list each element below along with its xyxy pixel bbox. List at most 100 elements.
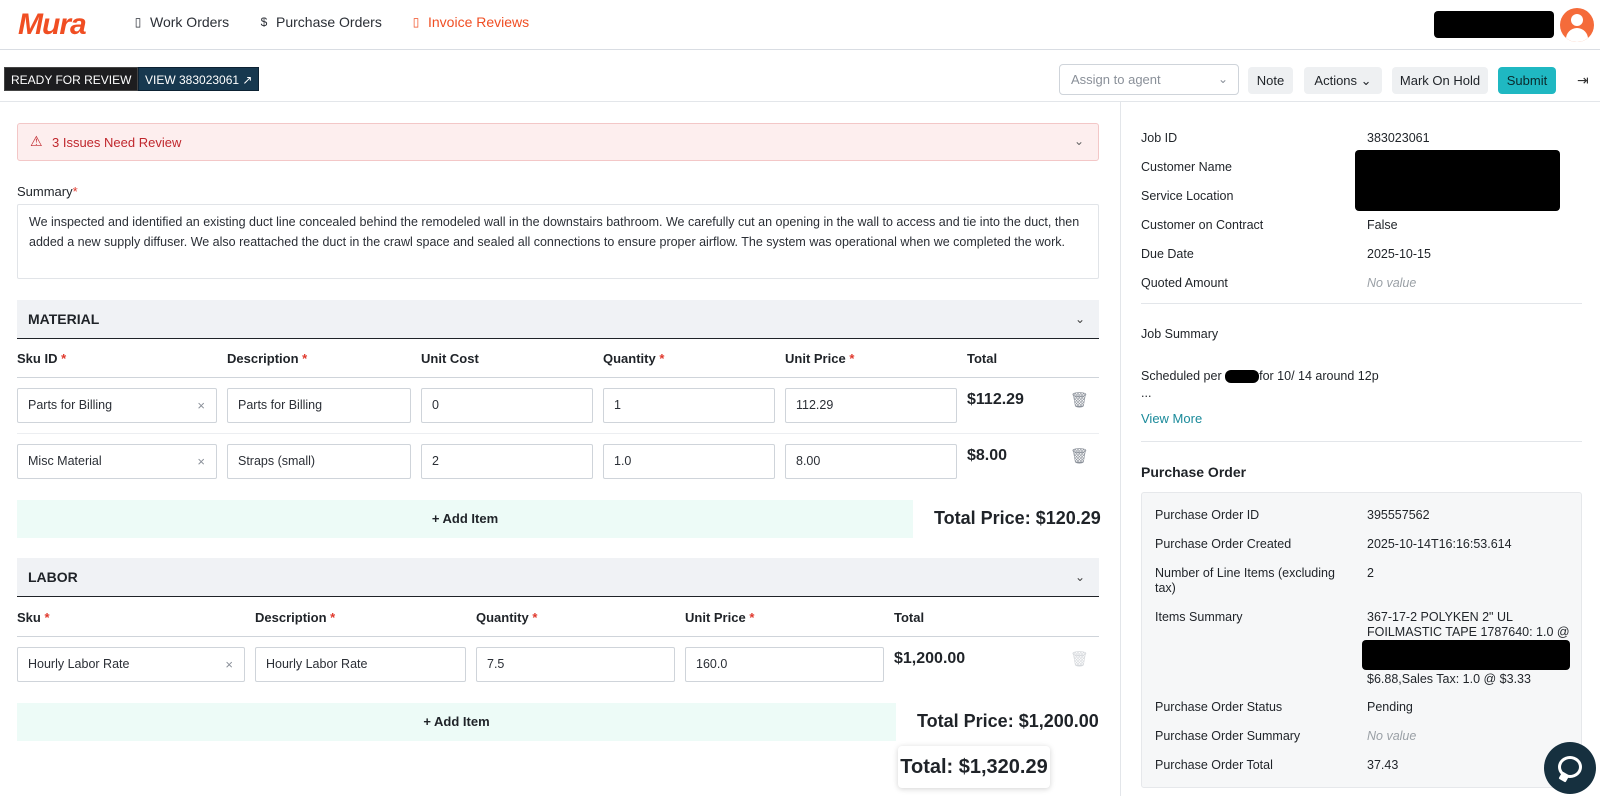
labor-add-item-button[interactable]: + Add Item bbox=[17, 703, 896, 741]
mark-on-hold-button[interactable]: Mark On Hold bbox=[1392, 67, 1488, 94]
labor-add-item-label: Add Item bbox=[434, 714, 490, 729]
col-header-unit-price-text: Unit Price bbox=[785, 351, 846, 366]
po-items-summary-line3: $6.88,Sales Tax: 1.0 @ $3.33 bbox=[1367, 672, 1531, 686]
material-row2-quantity-field[interactable]: 1.0 bbox=[603, 444, 775, 479]
material-row2-unit-price-field[interactable]: 8.00 bbox=[785, 444, 957, 479]
avatar-head bbox=[1571, 14, 1583, 26]
labor-row1-sku-field[interactable]: Hourly Labor Rate × bbox=[17, 647, 245, 682]
material-add-item-button[interactable]: + Add Item bbox=[17, 500, 913, 538]
po-created-value: 2025-10-14T16:16:53.614 bbox=[1367, 537, 1512, 551]
po-status-value: Pending bbox=[1367, 700, 1413, 714]
quoted-amount-value: No value bbox=[1367, 276, 1417, 290]
material-row1-unit-cost-field[interactable]: 0 bbox=[421, 388, 593, 423]
labor-row1-unit-price-field[interactable]: 160.0 bbox=[685, 647, 884, 682]
material-row2-unit-cost-field[interactable]: 2 bbox=[421, 444, 593, 479]
labor-row1-quantity-field[interactable]: 7.5 bbox=[476, 647, 675, 682]
material-row1-description-field[interactable]: Parts for Billing bbox=[227, 388, 411, 423]
chat-support-button[interactable] bbox=[1544, 742, 1596, 794]
col-header-labor-quantity: Quantity * bbox=[476, 610, 537, 625]
view-job-button[interactable]: VIEW 383023061 ↗ bbox=[138, 67, 260, 91]
required-marker: * bbox=[849, 351, 855, 366]
job-summary-ellipsis: ... bbox=[1141, 386, 1152, 400]
po-summary-value: No value bbox=[1367, 729, 1417, 743]
nav-work-orders-label: Work Orders bbox=[150, 14, 230, 30]
col-header-labor-unit-price: Unit Price * bbox=[685, 610, 754, 625]
nav-work-orders[interactable]: ▯ Work Orders bbox=[132, 14, 229, 30]
required-marker: * bbox=[72, 184, 78, 199]
material-row1-sku-field[interactable]: Parts for Billing × bbox=[17, 388, 217, 423]
required-marker: * bbox=[659, 351, 665, 366]
labor-row1-description-field[interactable]: Hourly Labor Rate bbox=[255, 647, 466, 682]
col-header-description-text: Description bbox=[227, 351, 299, 366]
job-summary-label: Job Summary bbox=[1141, 327, 1219, 341]
material-total-price: Total Price: $120.29 bbox=[934, 508, 1101, 528]
po-created-label: Purchase Order Created bbox=[1155, 537, 1292, 551]
material-section-header[interactable]: MATERIAL ⌄ bbox=[17, 300, 1099, 339]
due-date-label: Due Date bbox=[1141, 247, 1194, 261]
nav-invoice-reviews[interactable]: ▯ Invoice Reviews bbox=[410, 14, 529, 30]
external-link-icon: ↗ bbox=[242, 73, 253, 87]
col-header-labor-total: Total bbox=[894, 610, 925, 625]
submit-button[interactable]: Submit bbox=[1498, 67, 1556, 94]
chevron-down-icon: ⌄ bbox=[1074, 312, 1085, 326]
material-section-title: MATERIAL bbox=[28, 311, 100, 327]
chevron-down-icon: ⌄ bbox=[1074, 570, 1085, 584]
job-id-value: 383023061 bbox=[1367, 131, 1430, 145]
required-marker: * bbox=[302, 351, 308, 366]
redacted-name bbox=[1225, 370, 1260, 384]
customer-on-contract-value: False bbox=[1367, 218, 1398, 232]
issues-alert-text: 3 Issues Need Review bbox=[52, 135, 182, 150]
material-row2-sku-value: Misc Material bbox=[28, 454, 102, 468]
clear-icon[interactable]: × bbox=[225, 657, 233, 672]
material-row2-description-field[interactable]: Straps (small) bbox=[227, 444, 411, 479]
po-id-value: 395557562 bbox=[1367, 508, 1430, 522]
job-details-panel bbox=[1120, 102, 1600, 796]
required-marker: * bbox=[44, 610, 50, 625]
clear-icon[interactable]: × bbox=[197, 454, 205, 469]
labor-total-price: Total Price: $1,200.00 bbox=[917, 711, 1099, 731]
material-add-item-label: Add Item bbox=[442, 511, 499, 526]
col-header-labor-description: Description * bbox=[255, 610, 335, 625]
action-toolbar: READY FOR REVIEW VIEW 383023061 ↗ Assign… bbox=[0, 51, 1600, 102]
summary-textarea[interactable]: We inspected and identified an existing … bbox=[17, 204, 1099, 279]
labor-row1-total: $1,200.00 bbox=[894, 650, 966, 667]
clear-icon[interactable]: × bbox=[197, 398, 205, 413]
trash-icon[interactable]: 🗑 bbox=[1070, 448, 1090, 465]
po-items-summary-label: Items Summary bbox=[1155, 610, 1243, 624]
required-marker: * bbox=[532, 610, 538, 625]
material-row-divider bbox=[17, 433, 1099, 434]
chevron-down-icon: ⌄ bbox=[1073, 134, 1084, 148]
exit-icon[interactable]: ⇥ bbox=[1577, 72, 1589, 88]
nav-purchase-orders[interactable]: $ Purchase Orders bbox=[258, 14, 382, 30]
col-header-unit-cost: Unit Cost bbox=[421, 351, 479, 366]
mura-logo[interactable]: Mura bbox=[18, 8, 87, 41]
col-header-labor-quantity-text: Quantity bbox=[476, 610, 529, 625]
assign-agent-select[interactable]: Assign to agent ⌄ bbox=[1059, 64, 1239, 95]
trash-icon: 🗑 bbox=[1070, 651, 1090, 668]
chevron-down-icon: ⌄ bbox=[1217, 72, 1228, 86]
purchase-order-title: Purchase Order bbox=[1141, 464, 1247, 480]
material-row1-total: $112.29 bbox=[967, 391, 1024, 408]
issues-alert[interactable]: ⚠ 3 Issues Need Review ⌄ bbox=[17, 123, 1099, 161]
material-row1-quantity-field[interactable]: 1 bbox=[603, 388, 775, 423]
material-row2-total: $8.00 bbox=[967, 447, 1008, 464]
top-nav: Mura ▯ Work Orders $ Purchase Orders ▯ I… bbox=[0, 0, 1600, 50]
customer-on-contract-label: Customer on Contract bbox=[1141, 218, 1264, 232]
user-avatar[interactable] bbox=[1560, 8, 1594, 42]
material-row2-sku-field[interactable]: Misc Material × bbox=[17, 444, 217, 479]
plus-icon: + bbox=[423, 714, 431, 729]
status-badge: READY FOR REVIEW bbox=[4, 67, 139, 91]
labor-section-header[interactable]: LABOR ⌄ bbox=[17, 558, 1099, 597]
quoted-amount-label: Quoted Amount bbox=[1141, 276, 1228, 290]
document-icon: ▯ bbox=[134, 15, 142, 29]
required-marker: * bbox=[61, 351, 67, 366]
material-row1-unit-price-field[interactable]: 112.29 bbox=[785, 388, 957, 423]
required-marker: * bbox=[749, 610, 755, 625]
trash-icon[interactable]: 🗑 bbox=[1070, 392, 1090, 409]
actions-button[interactable]: Actions ⌄ bbox=[1304, 67, 1382, 94]
note-button[interactable]: Note bbox=[1248, 67, 1293, 94]
view-job-label: VIEW 383023061 bbox=[145, 73, 240, 87]
redacted-item-detail bbox=[1362, 640, 1570, 670]
view-more-link[interactable]: View More bbox=[1141, 411, 1203, 426]
service-location-label: Service Location bbox=[1141, 189, 1234, 203]
